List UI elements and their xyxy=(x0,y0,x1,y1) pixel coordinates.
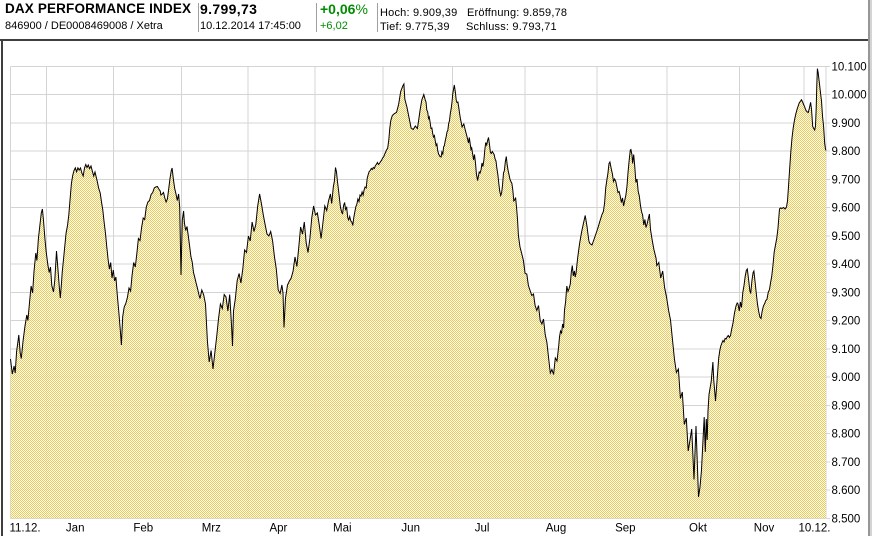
svg-text:Apr: Apr xyxy=(269,523,287,535)
svg-text:9.100: 9.100 xyxy=(832,344,861,356)
svg-text:Jul: Jul xyxy=(475,523,490,535)
svg-text:10.100: 10.100 xyxy=(832,61,867,73)
svg-text:11.12.: 11.12. xyxy=(9,523,40,535)
svg-text:Jun: Jun xyxy=(401,523,420,535)
svg-text:8.800: 8.800 xyxy=(832,429,861,441)
svg-text:8.700: 8.700 xyxy=(832,457,861,469)
svg-text:9.400: 9.400 xyxy=(832,259,861,271)
svg-text:Sep: Sep xyxy=(615,523,635,535)
svg-text:Nov: Nov xyxy=(754,523,775,535)
svg-text:10.12.: 10.12. xyxy=(799,523,831,535)
svg-text:9.300: 9.300 xyxy=(832,287,861,299)
svg-text:9.800: 9.800 xyxy=(832,146,861,158)
svg-text:Feb: Feb xyxy=(133,523,153,535)
svg-text:9.000: 9.000 xyxy=(832,372,861,384)
svg-text:Jan: Jan xyxy=(66,523,85,535)
svg-text:9.900: 9.900 xyxy=(832,118,861,130)
svg-text:Aug: Aug xyxy=(546,523,566,535)
svg-text:9.200: 9.200 xyxy=(832,316,861,328)
svg-text:9.500: 9.500 xyxy=(832,231,861,243)
svg-text:Mai: Mai xyxy=(333,523,352,535)
svg-text:8.500: 8.500 xyxy=(832,513,861,525)
svg-text:8.900: 8.900 xyxy=(832,400,861,412)
svg-text:9.600: 9.600 xyxy=(832,203,861,215)
svg-text:9.700: 9.700 xyxy=(832,174,861,186)
svg-text:Mrz: Mrz xyxy=(202,523,221,535)
svg-text:10.000: 10.000 xyxy=(832,90,867,102)
svg-text:Okt: Okt xyxy=(689,523,708,535)
svg-text:8.600: 8.600 xyxy=(832,485,861,497)
